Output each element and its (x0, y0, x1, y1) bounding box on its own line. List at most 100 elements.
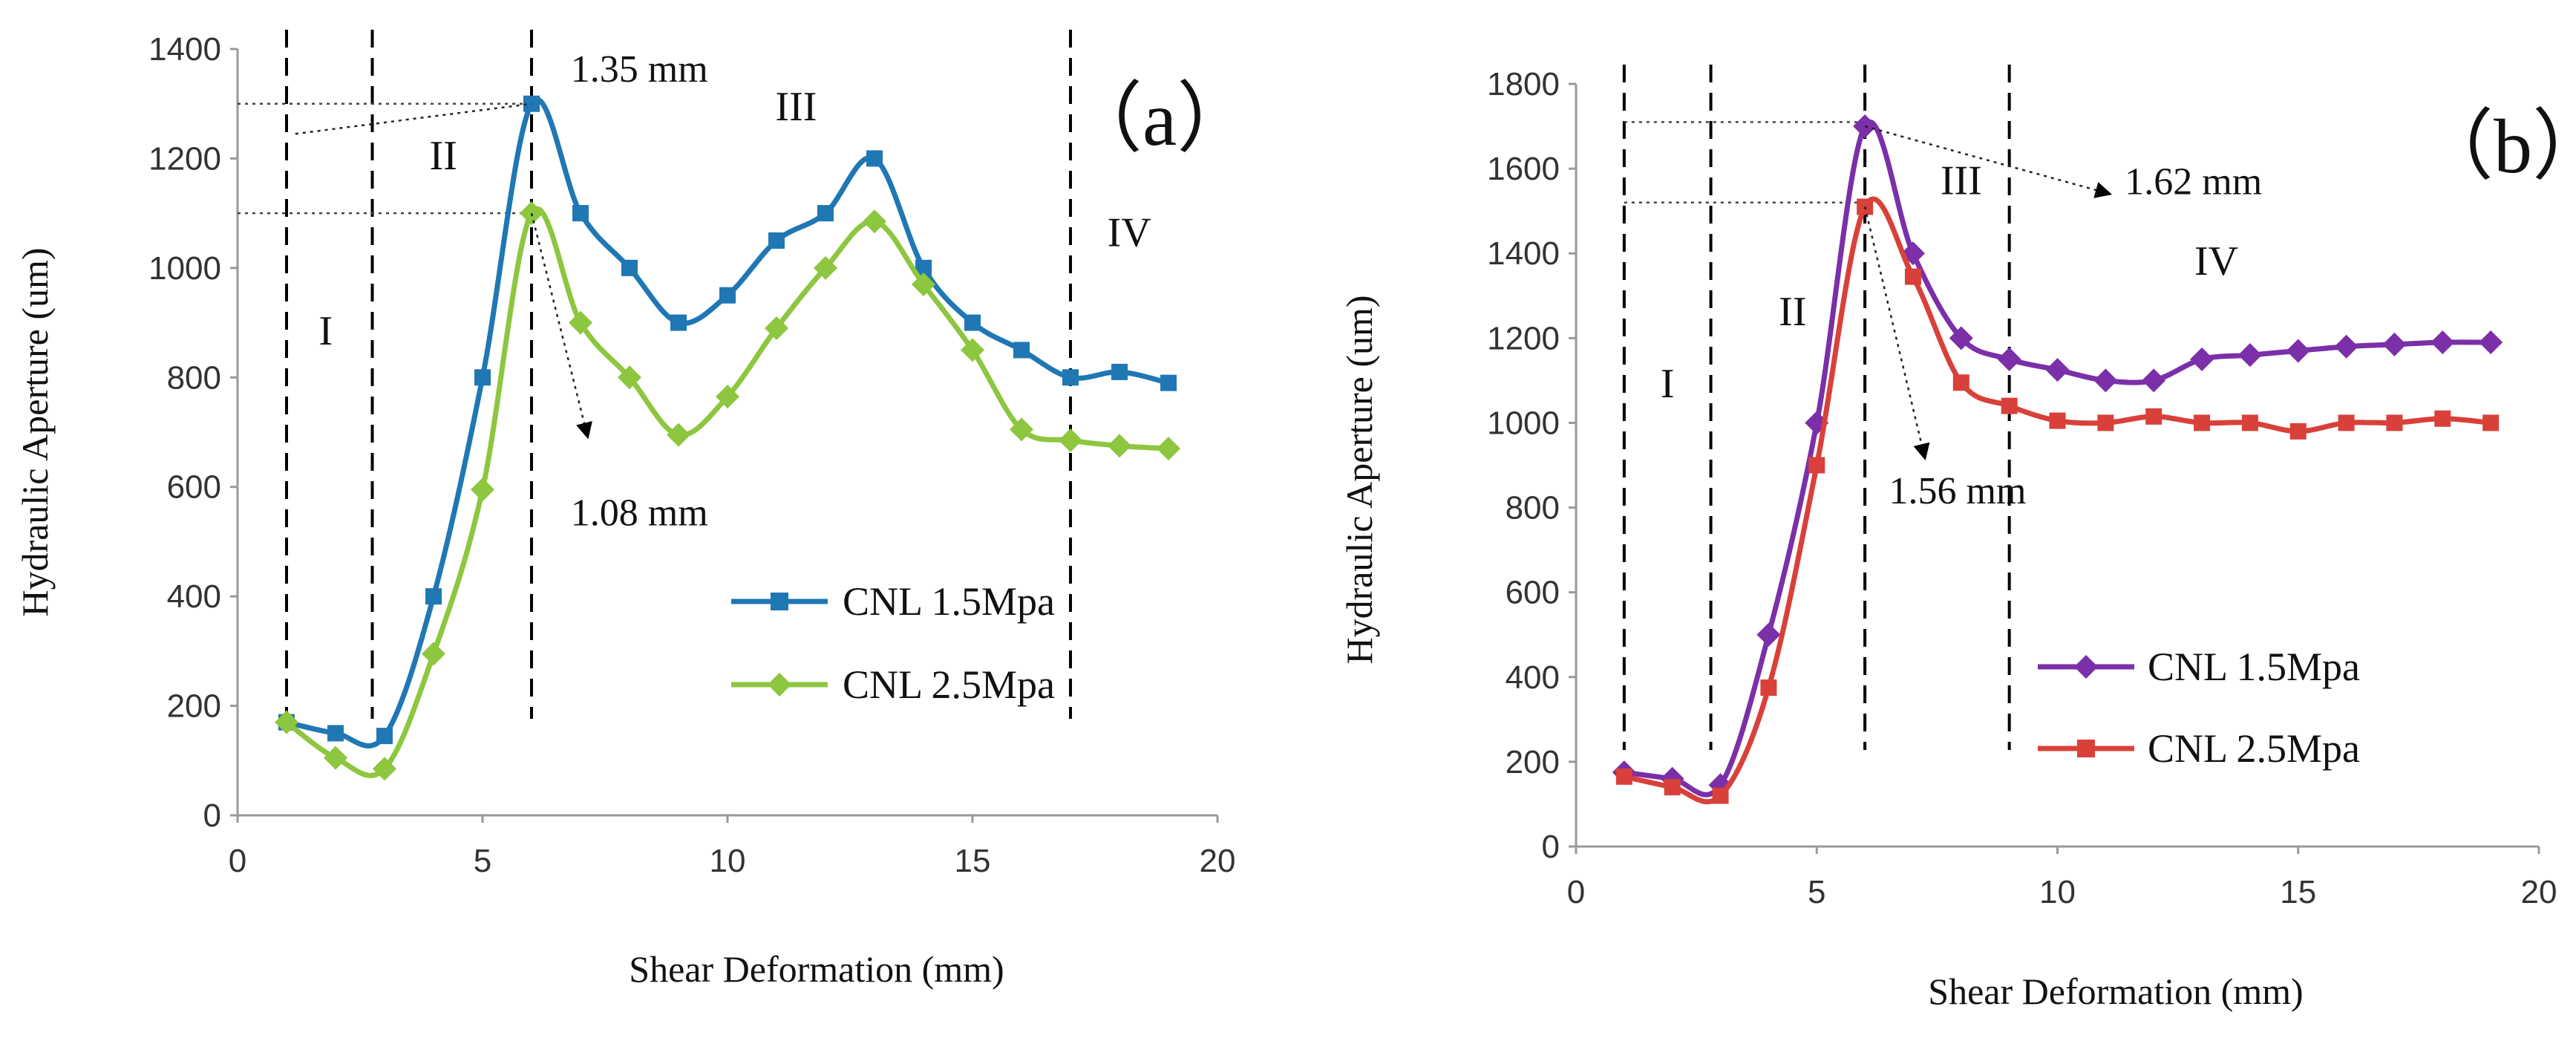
region-label: III (775, 84, 817, 130)
data-point-diamond (2045, 358, 2070, 382)
legend: CNL 1.5Mpa CNL 2.5Mpa (731, 579, 1055, 707)
data-point-square (474, 369, 491, 386)
legend-label-series-2: CNL 2.5Mpa (2148, 726, 2360, 771)
annotation-arrow (530, 212, 592, 440)
data-point-diamond (1756, 622, 1781, 647)
data-point-square (2194, 414, 2211, 431)
data-point-diamond (2334, 334, 2358, 359)
legend-label-series-1: CNL 1.5Mpa (843, 579, 1055, 624)
data-point-diamond (912, 272, 935, 296)
data-point-square (1062, 369, 1079, 386)
x-axis-title: Shear Deformation (mm) (629, 948, 1004, 990)
annotation-arrow (295, 102, 532, 135)
data-point-square (719, 287, 736, 304)
y-tick-label: 0 (1542, 829, 1560, 865)
legend-label-series-2: CNL 2.5Mpa (843, 662, 1055, 707)
y-tick-label: 0 (203, 798, 221, 834)
y-tick-label: 600 (167, 469, 221, 506)
region-label: I (1661, 361, 1675, 407)
data-point-diamond (422, 642, 445, 666)
legend-swatch-marker-square (2077, 740, 2095, 757)
data-point-square (2049, 412, 2066, 429)
legend-label-series-1: CNL 1.5Mpa (2148, 645, 2360, 689)
data-point-square (866, 150, 883, 167)
data-point-diamond (1108, 434, 1131, 458)
y-tick-label: 1000 (148, 250, 221, 287)
axis-ticks: 0 200 400 600 800 1000 1200 1400 1600 1800 0 5 10 15 2… (1487, 66, 2557, 910)
y-tick-label: 200 (1506, 744, 1560, 780)
data-point-diamond (2286, 339, 2310, 363)
panel-label: （b） (2416, 104, 2576, 189)
x-tick-label: 0 (229, 843, 246, 879)
data-point-square (817, 205, 834, 222)
data-point-diamond (2479, 330, 2503, 355)
annotation-arrow (1864, 125, 2113, 198)
region-label: II (430, 133, 457, 179)
y-axis-title: Hydraulic Aperture (um) (1338, 295, 1380, 664)
y-tick-label: 1400 (1487, 235, 1560, 272)
data-point-diamond (716, 385, 739, 409)
annotation-label: 1.08 mm (571, 492, 708, 534)
region-label: IV (2194, 238, 2238, 284)
data-point-square (621, 259, 638, 276)
region-label: III (1941, 157, 1982, 203)
data-point-square (1615, 768, 1632, 785)
data-point-square (670, 314, 687, 331)
x-tick-label: 15 (2280, 874, 2316, 910)
data-point-diamond (863, 209, 886, 234)
region-label: II (1779, 289, 1806, 335)
data-point-square (2386, 414, 2403, 431)
y-tick-label: 400 (167, 578, 221, 615)
annotation-label: 1.35 mm (571, 48, 708, 91)
data-point-square (1760, 679, 1777, 697)
series-line (1621, 196, 2494, 805)
data-point-diamond (275, 710, 298, 734)
data-point-square (2482, 414, 2500, 431)
data-point-diamond (569, 310, 592, 335)
region-label: I (318, 308, 333, 354)
data-point-square (2097, 414, 2114, 431)
data-point-diamond (765, 316, 788, 340)
data-point-diamond (324, 746, 347, 770)
data-point-diamond (2237, 343, 2262, 368)
annotation-label: 1.62 mm (2125, 160, 2262, 203)
y-tick-label: 1000 (1487, 405, 1560, 441)
chart-panel-b: 0 200 400 600 800 1000 1200 1400 1600 1800 0 5 10 15 2… (1338, 65, 2576, 1012)
data-point-diamond (1059, 428, 1082, 453)
y-tick-label: 600 (1506, 575, 1560, 611)
y-tick-label: 1200 (1487, 320, 1560, 356)
x-tick-label: 20 (2521, 874, 2557, 910)
data-point-diamond (961, 338, 984, 362)
data-point-diamond (1157, 437, 1180, 461)
data-point-square (376, 728, 393, 745)
data-point-square (2241, 414, 2258, 431)
series-line (284, 97, 1171, 748)
data-point-diamond (2382, 332, 2407, 356)
y-tick-label: 1600 (1487, 151, 1560, 187)
data-point-diamond (618, 365, 641, 390)
data-point-square (2145, 408, 2163, 425)
y-tick-label: 800 (1506, 490, 1560, 526)
data-point-diamond (667, 423, 690, 447)
data-point-square (425, 588, 442, 605)
data-point-diamond (471, 477, 494, 502)
annotations: 1.62 mm 1.56 mm (1863, 125, 2262, 512)
data-point-square (1808, 457, 1825, 474)
axis-ticks: 0 200 400 600 800 1000 1200 1400 0 5 10 15 20 (148, 31, 1235, 879)
data-point-square (1160, 374, 1177, 391)
data-point-square (2338, 414, 2355, 431)
data-point-diamond (2430, 330, 2455, 355)
data-point-diamond (2093, 368, 2118, 393)
annotation-arrow (1863, 206, 1930, 461)
series-line (1621, 119, 2494, 798)
data-point-square (572, 205, 589, 222)
data-point-square (327, 725, 344, 742)
panel-label: （a） (1065, 76, 1254, 162)
data-point-square (1904, 268, 1921, 285)
data-point-diamond (1997, 347, 2021, 371)
data-point-diamond (373, 757, 396, 781)
y-tick-label: 1200 (148, 140, 221, 177)
legend-swatch-marker-diamond (768, 673, 791, 697)
data-point-diamond (2142, 368, 2166, 393)
